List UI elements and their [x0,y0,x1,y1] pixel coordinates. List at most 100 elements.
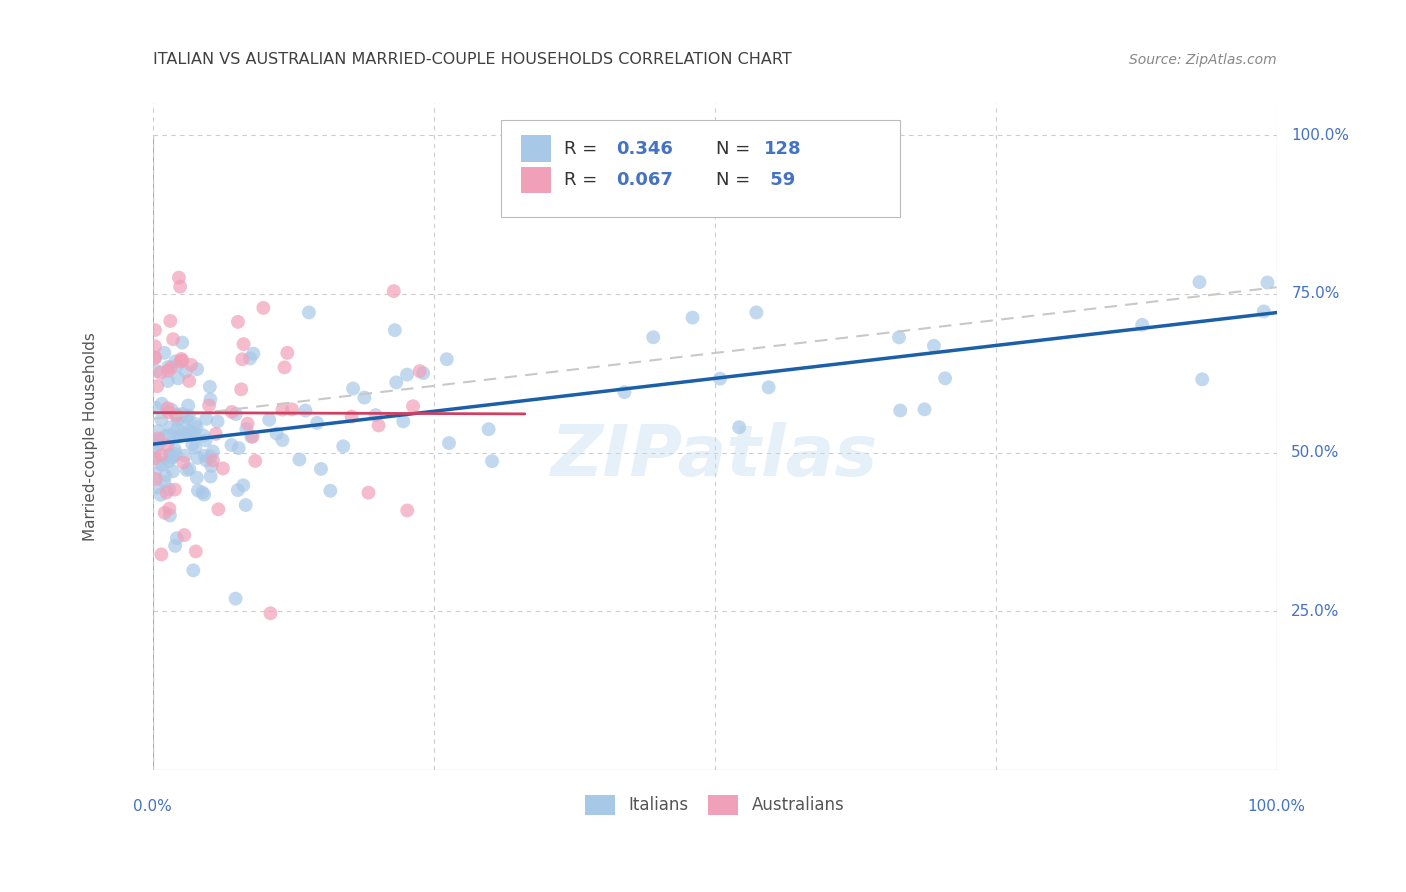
Text: 0.346: 0.346 [616,140,672,158]
Point [242,346,264,360]
Point [153,475,176,489]
Point [156,401,179,416]
Point [186,362,208,376]
Point [166,412,188,426]
Point [187,450,209,465]
Point [231,352,253,367]
Point [245,454,267,468]
Text: ZIPatlas: ZIPatlas [551,422,879,491]
Point [166,421,188,435]
Point [364,408,387,422]
Point [281,402,304,417]
Point [180,426,202,441]
Point [232,478,254,492]
Point [226,315,249,329]
Point [157,454,180,468]
Point [159,427,181,442]
Point [150,412,173,426]
Point [169,279,191,293]
Text: 75.0%: 75.0% [1291,286,1340,301]
Point [367,418,389,433]
Point [288,452,311,467]
Point [176,410,198,425]
Point [143,444,166,458]
Point [172,407,194,421]
Point [228,441,250,455]
Point [159,420,181,434]
Text: 100.0%: 100.0% [1247,798,1306,814]
Point [231,382,253,396]
Point [200,450,222,464]
Text: Source: ZipAtlas.com: Source: ZipAtlas.com [1129,53,1277,67]
Point [266,426,288,441]
Point [307,416,329,430]
Point [259,413,281,427]
Point [201,444,224,458]
Point [167,270,190,285]
Point [166,359,188,373]
Point [1253,304,1275,318]
Point [271,433,294,447]
Point [221,405,243,419]
Point [200,458,222,473]
Point [191,485,214,500]
Point [143,323,166,337]
Point [180,358,202,372]
Point [157,501,180,516]
Point [235,422,257,436]
Point [392,414,415,428]
Point [172,353,194,368]
Point [194,434,217,448]
Point [159,448,181,462]
Point [409,364,432,378]
Point [153,346,176,360]
Point [150,448,173,462]
Point [357,485,380,500]
Point [1188,275,1211,289]
Point [200,469,222,483]
Point [342,382,364,396]
FancyBboxPatch shape [501,120,900,217]
Point [221,438,243,452]
Point [412,366,434,380]
Point [149,488,172,502]
Point [159,314,181,328]
Point [167,371,190,385]
Point [146,434,169,448]
Point [143,351,166,365]
Point [259,607,281,621]
Point [155,468,177,483]
Point [184,417,207,431]
Point [396,503,419,517]
Point [143,339,166,353]
Point [143,467,166,481]
Point [170,351,193,366]
Point [181,437,204,451]
Point [157,483,180,497]
Point [145,401,167,415]
Point [159,508,181,523]
Text: 59: 59 [763,171,796,189]
Point [157,359,180,374]
Point [165,539,187,553]
Point [382,284,405,298]
Point [481,454,503,468]
Point [179,374,201,388]
Point [1256,276,1278,290]
Point [1191,372,1213,386]
Text: 0.0%: 0.0% [134,798,172,814]
Point [922,339,945,353]
Point [198,398,221,412]
FancyBboxPatch shape [522,136,551,162]
Point [232,337,254,351]
Point [889,403,911,417]
Point [170,354,193,368]
Text: ITALIAN VS AUSTRALIAN MARRIED-COUPLE HOUSEHOLDS CORRELATION CHART: ITALIAN VS AUSTRALIAN MARRIED-COUPLE HOU… [153,52,792,67]
Point [332,439,354,453]
Point [146,480,169,494]
Point [156,438,179,452]
Point [143,451,166,466]
Point [166,531,188,545]
Point [384,323,406,337]
Point [162,464,184,478]
